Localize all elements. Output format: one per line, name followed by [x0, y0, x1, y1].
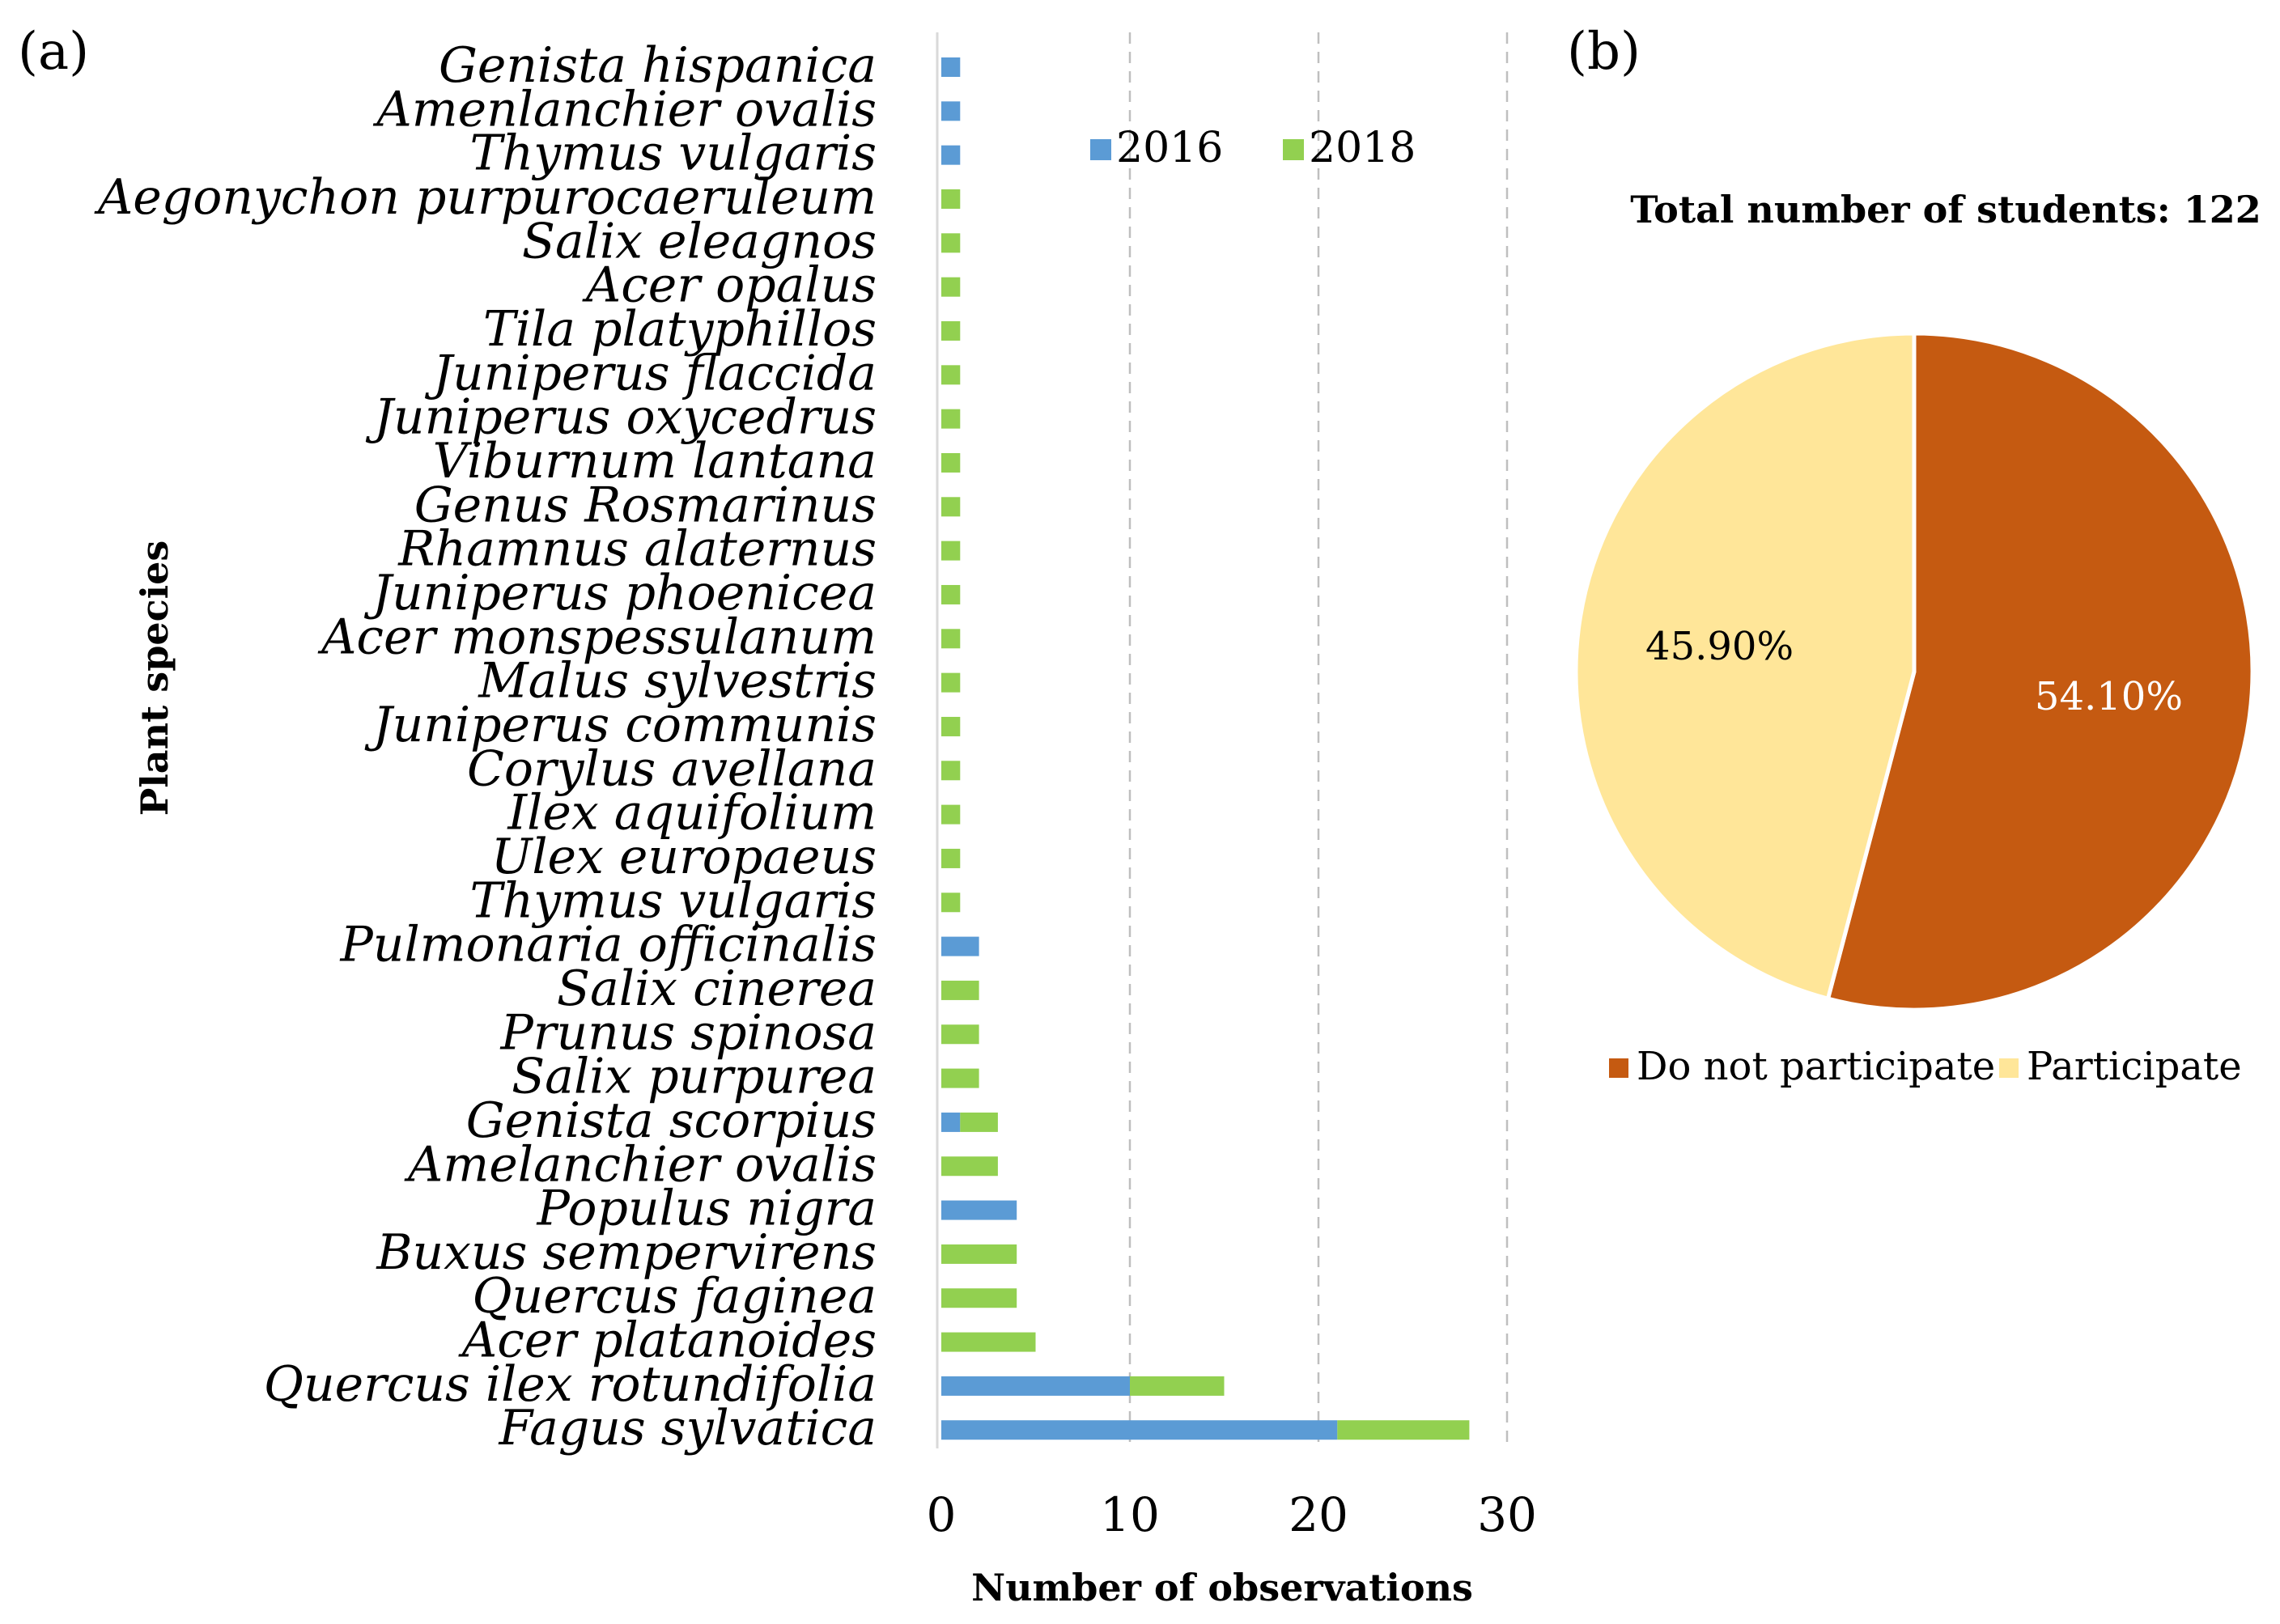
bar-2018-salix-cinerea	[941, 980, 979, 1000]
bar-2016-quercus-ilex-rotundifolia	[941, 1376, 1130, 1396]
species-label-tila-platyphillos: Tila platyphillos	[483, 301, 877, 358]
pie-chart-title: Total number of students: 122	[1630, 188, 2261, 231]
species-label-salix-cinerea: Salix cinerea	[557, 960, 877, 1017]
bar-2016-thymus-vulgaris	[941, 145, 961, 165]
bar-2018-salix-eleagnos	[941, 233, 961, 253]
bar-2016-populus-nigra	[941, 1200, 1017, 1220]
bar-2018-juniperus-phoenicea	[941, 584, 961, 604]
bar-2018-amelanchier-ovalis	[941, 1156, 998, 1177]
bar-2018-malus-sylvestris	[941, 672, 961, 693]
bar-2018-buxus-sempervirens	[941, 1244, 1017, 1264]
species-label-juniperus-oxycedrus: Juniperus oxycedrus	[365, 389, 877, 446]
species-label-salix-eleagnos: Salix eleagnos	[522, 213, 877, 269]
bar-2018-prunus-spinosa	[941, 1024, 979, 1045]
bar-chart-legend: 2016 2018	[1090, 124, 1416, 172]
species-label-amenlanchier-ovalis: Amenlanchier ovalis	[372, 81, 877, 138]
bar-2016-fagus-sylvatica	[941, 1420, 1338, 1440]
bar-2016-genista-hispanica	[941, 57, 961, 77]
bar-chart-bars	[941, 57, 1470, 1440]
legend-label-2018: 2018	[1309, 124, 1416, 172]
species-label-juniperus-phoenicea: Juniperus phoenicea	[363, 565, 877, 621]
species-label-malus-sylvestris: Malus sylvestris	[478, 653, 877, 710]
bar-2018-salix-purpurea	[941, 1068, 979, 1088]
pie-slice-do-not-participate	[1825, 331, 2255, 1012]
panel-label-b: (b)	[1567, 22, 1641, 82]
bar-2018-juniperus-oxycedrus	[941, 409, 961, 429]
pie-legend-label-do-not-participate: Do not participate	[1637, 1044, 1995, 1089]
species-label-genista-scorpius: Genista scorpius	[466, 1092, 877, 1149]
species-label-fagus-sylvatica: Fagus sylvatica	[499, 1400, 877, 1457]
species-label-thymus-vulgaris: Thymus vulgaris	[469, 872, 877, 929]
x-tick-label: 10	[1100, 1487, 1160, 1542]
x-tick-label: 30	[1477, 1487, 1537, 1542]
bar-2018-thymus-vulgaris	[941, 893, 961, 913]
panel-label-a: (a)	[18, 22, 89, 82]
bar-2018-acer-opalus	[941, 277, 961, 297]
species-label-rhamnus-alaternus: Rhamnus alaternus	[397, 521, 877, 578]
pie-legend-swatch-do-not-participate	[1609, 1058, 1628, 1078]
x-tick-labels: 0 10 20 30	[927, 1487, 1537, 1542]
bar-2018-viburnum-lantana	[941, 452, 961, 473]
bar-2018-quercus-ilex-rotundifolia	[1130, 1376, 1225, 1396]
legend-swatch-2018	[1283, 139, 1304, 160]
x-tick-label: 0	[927, 1487, 957, 1542]
x-tick-label: 20	[1289, 1487, 1348, 1542]
bar-2016-amenlanchier-ovalis	[941, 101, 961, 121]
species-label-ilex-aquifolium: Ilex aquifolium	[507, 785, 877, 842]
bar-2018-juniperus-communis	[941, 716, 961, 736]
species-label-buxus-sempervirens: Buxus sempervirens	[376, 1224, 877, 1281]
species-label-juniperus-flaccida: Juniperus flaccida	[424, 345, 877, 401]
species-label-quercus-faginea: Quercus faginea	[472, 1268, 877, 1325]
bar-2018-tila-platyphillos	[941, 320, 961, 341]
species-label-salix-purpurea: Salix purpurea	[512, 1049, 877, 1105]
species-label-populus-nigra: Populus nigra	[536, 1181, 877, 1237]
bar-2018-genista-scorpius	[960, 1112, 998, 1132]
bar-2018-ilex-aquifolium	[941, 804, 961, 825]
species-label-prunus-spinosa: Prunus spinosa	[499, 1004, 877, 1061]
species-label-genus-rosmarinus: Genus Rosmarinus	[414, 477, 877, 533]
pie-chart-data-labels: 54.10% 45.90%	[1645, 624, 2183, 719]
species-label-juniperus-communis: Juniperus communis	[364, 697, 877, 753]
species-label-acer-platanoides: Acer platanoides	[458, 1312, 877, 1369]
bar-2018-corylus-avellana	[941, 761, 961, 781]
bar-2018-aegonychon-purpurocaeruleum	[941, 189, 961, 209]
bar-2018-genus-rosmarinus	[941, 497, 961, 517]
species-label-acer-monspessulanum: Acer monspessulanum	[317, 608, 877, 665]
legend-label-2016: 2016	[1116, 124, 1223, 172]
y-axis-title: Plant species	[133, 541, 176, 816]
legend-swatch-2016	[1090, 139, 1111, 160]
species-label-genista-hispanica: Genista hispanica	[439, 37, 877, 94]
pie-slice-participate	[1573, 331, 1917, 1002]
bar-2018-quercus-faginea	[941, 1288, 1017, 1308]
pie-data-label-participate: 45.90%	[1645, 624, 1794, 669]
bar-2018-ulex-europaeus	[941, 848, 961, 868]
species-label-acer-opalus: Acer opalus	[582, 257, 877, 314]
bar-2016-pulmonaria-officinalis	[941, 936, 979, 956]
bar-2018-fagus-sylvatica	[1337, 1420, 1470, 1440]
pie-legend-swatch-participate	[1999, 1058, 2019, 1078]
species-label-aegonychon-purpurocaeruleum: Aegonychon purpurocaeruleum	[94, 169, 877, 226]
x-axis-title: Number of observations	[971, 1566, 1473, 1609]
pie-data-label-do-not-participate: 54.10%	[2035, 674, 2183, 719]
bar-2018-acer-platanoides	[941, 1332, 1036, 1352]
species-label-pulmonaria-officinalis: Pulmonaria officinalis	[339, 917, 877, 973]
species-label-thymus-vulgaris: Thymus vulgaris	[469, 125, 877, 182]
bar-2018-juniperus-flaccida	[941, 365, 961, 385]
pie-chart-legend: Do not participate Participate	[1609, 1044, 2242, 1089]
bar-chart-gridlines	[1128, 32, 1509, 1448]
bar-2016-genista-scorpius	[941, 1112, 961, 1132]
bar-2018-rhamnus-alaternus	[941, 541, 961, 561]
species-label-viburnum-lantana: Viburnum lantana	[433, 433, 877, 490]
species-label-corylus-avellana: Corylus avellana	[467, 740, 877, 797]
pie-chart-panel: (b) Total number of students: 122 54.10%…	[1567, 22, 2261, 1089]
pie-legend-label-participate: Participate	[2027, 1044, 2242, 1089]
species-label-amelanchier-ovalis: Amelanchier ovalis	[404, 1136, 877, 1193]
species-label-ulex-europaeus: Ulex europaeus	[491, 829, 877, 885]
species-label-quercus-ilex-rotundifolia: Quercus ilex rotundifolia	[264, 1356, 877, 1413]
bar-2018-acer-monspessulanum	[941, 629, 961, 649]
pie-chart-slices	[1573, 331, 2255, 1012]
